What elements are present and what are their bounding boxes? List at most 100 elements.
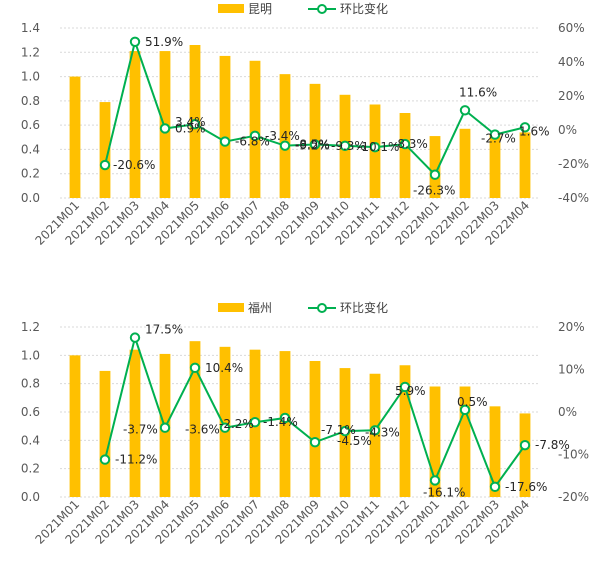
y-left-tick-label: 1.2	[21, 320, 40, 334]
y-left-tick-label: 0.2	[21, 167, 40, 181]
bar	[219, 346, 231, 497]
y-right-tick-label: -40%	[558, 191, 589, 205]
data-label: -7.8%	[535, 438, 570, 452]
y-left-tick-label: 0.4	[21, 433, 40, 447]
line-point	[159, 123, 171, 134]
bar	[249, 60, 261, 199]
line-point	[249, 417, 261, 428]
bar	[459, 128, 471, 198]
data-label: 3.4%	[175, 115, 206, 129]
line-point	[339, 425, 351, 437]
y-left-tick-label: 0.0	[21, 191, 40, 205]
data-label: -2.2%	[219, 417, 254, 431]
line-point	[519, 439, 531, 451]
data-label: -2.7%	[481, 132, 516, 146]
bar	[399, 365, 411, 497]
legend-line-label: 环比变化	[340, 1, 388, 16]
y-left-tick-label: 0.4	[21, 142, 40, 156]
line-point	[459, 105, 471, 116]
line-point	[489, 129, 501, 140]
line-point	[279, 140, 291, 151]
line-point	[309, 436, 321, 448]
data-label: -9.3%	[331, 139, 366, 153]
y-left-tick-label: 0.0	[21, 490, 40, 504]
data-label: 11.6%	[459, 85, 497, 99]
data-label: -3.7%	[123, 423, 158, 437]
y-right-tick-label: -20%	[558, 490, 589, 504]
bar	[519, 413, 531, 497]
data-label: 0.9%	[175, 121, 206, 135]
data-label: 0.5%	[457, 395, 488, 409]
line-point	[219, 422, 231, 433]
data-label: 10.4%	[205, 361, 243, 375]
y-right-tick-label: 60%	[558, 21, 585, 35]
bar	[129, 349, 141, 497]
data-label: -6.8%	[235, 135, 270, 149]
line-point	[249, 130, 261, 141]
y-right-tick-label: 40%	[558, 55, 585, 69]
bar	[69, 76, 81, 198]
line-point	[309, 139, 321, 150]
y-left-tick-label: 0.2	[21, 462, 40, 476]
data-label: -4.3%	[365, 425, 400, 439]
data-label: -10.1%	[357, 140, 399, 154]
y-right-tick-label: 0%	[558, 123, 577, 137]
data-label: -8.3%	[393, 137, 428, 151]
bar	[459, 386, 471, 497]
y-left-tick-label: 1.0	[21, 348, 40, 362]
line-point	[369, 141, 381, 153]
bar	[429, 386, 441, 497]
line-point	[279, 412, 291, 424]
chart-1: 0.0 0.2 0.4 0.6 0.8 1.0 1.2 1.4 -40% -20% 0% 20% 40%…	[21, 1, 589, 248]
bar	[99, 370, 111, 497]
line-point	[219, 136, 231, 147]
line-point	[189, 362, 201, 373]
legend-bar-swatch	[218, 4, 244, 13]
data-label: -11.2%	[115, 453, 157, 467]
y-left-tick-label: 0.6	[21, 118, 40, 132]
line-point	[459, 404, 471, 416]
data-label: -1.4%	[263, 415, 298, 429]
bar	[219, 55, 231, 198]
bar	[69, 355, 81, 497]
line-point	[159, 422, 171, 433]
data-label: -3.6%	[185, 423, 220, 437]
data-label: 17.5%	[145, 323, 183, 337]
legend-bar-label: 福州	[248, 300, 272, 315]
y-left-tick-label: 1.4	[21, 21, 40, 35]
bar	[519, 132, 531, 198]
legend-bar-swatch	[218, 303, 244, 312]
line-point	[339, 140, 351, 152]
line-point	[429, 169, 441, 180]
line-point	[399, 138, 411, 150]
legend-line-label: 环比变化	[340, 300, 388, 315]
y-left-tick-label: 0.6	[21, 405, 40, 419]
line-point	[189, 119, 201, 130]
y-left-tick-label: 0.8	[21, 377, 40, 391]
y-right-tick-label: -20%	[558, 157, 589, 171]
line-point	[129, 332, 141, 343]
y-right-tick-label: 10%	[558, 363, 585, 377]
line-point	[489, 481, 501, 492]
bar	[429, 136, 441, 198]
data-label: -16.1%	[423, 485, 465, 499]
line-point	[519, 122, 531, 133]
y-right-tick-label: 0%	[558, 405, 577, 419]
data-label: -20.6%	[113, 158, 155, 172]
line-point	[129, 36, 141, 47]
data-label: 51.9%	[145, 35, 183, 49]
data-label: -3.4%	[265, 129, 300, 143]
data-label: -8.5%	[295, 137, 330, 151]
line-point	[99, 159, 111, 171]
bar	[489, 406, 501, 497]
data-label: 1.6%	[519, 124, 550, 138]
data-label: -4.5%	[337, 434, 372, 448]
legend: 福州 环比变化	[218, 300, 388, 315]
bar	[489, 133, 501, 198]
data-label: 5.9%	[395, 384, 426, 398]
data-label: -17.6%	[505, 480, 547, 494]
data-label: -26.3%	[413, 184, 455, 198]
bar	[399, 113, 411, 198]
bar	[279, 351, 291, 497]
